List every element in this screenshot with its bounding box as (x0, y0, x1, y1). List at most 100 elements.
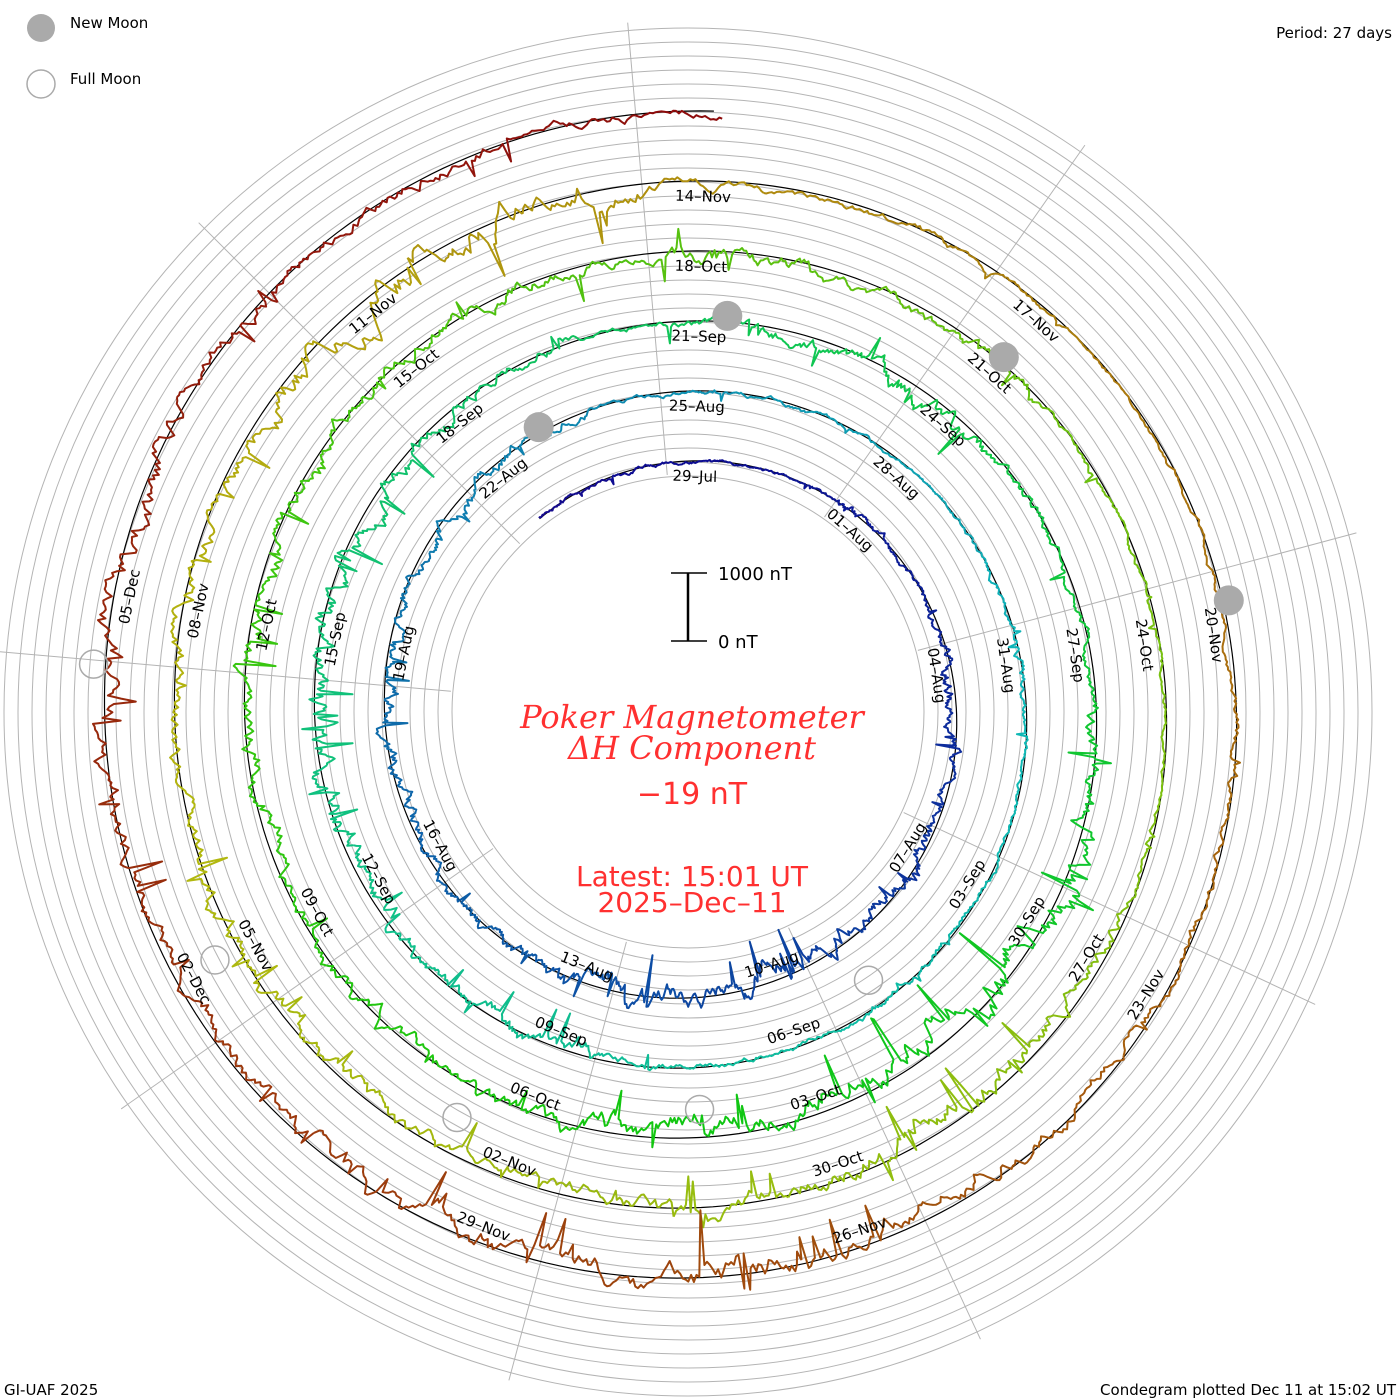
series-segment-day-52 (325, 524, 387, 594)
series-segment-day-114 (994, 272, 1092, 354)
series-segment-day-49 (308, 764, 359, 847)
grid-circle (199, 223, 1177, 1201)
grid-circle (451, 475, 925, 949)
series-segment-day-122 (918, 1148, 1035, 1207)
series-segment-day-98 (561, 1181, 675, 1217)
series-segment-day-32 (806, 410, 877, 445)
series-segment-day-18 (547, 966, 618, 998)
series-segment-day-124 (671, 1209, 803, 1291)
series-segment-day-72 (482, 1088, 577, 1133)
series-segment-day-13 (861, 883, 907, 933)
series-segment-day-40 (902, 925, 960, 986)
series-segment-day-136 (376, 146, 502, 208)
grid-circle (381, 405, 995, 1019)
series-segment-day-27 (472, 442, 525, 498)
series-segment-day-14 (792, 927, 864, 963)
series-layer (92, 109, 1241, 1291)
latest-date: 2025–Dec–11 (597, 886, 786, 919)
series-segment-day-92 (1119, 808, 1160, 914)
grid-circle (101, 125, 1275, 1299)
series-segment-day-78 (232, 575, 284, 674)
series-segment-day-110 (521, 187, 644, 245)
date-label: 06–Sep (765, 1014, 823, 1048)
series-segment-day-19 (495, 927, 549, 974)
series-segment-day-16 (679, 961, 749, 1009)
grid-circle (87, 111, 1289, 1313)
full-moon-marker (78, 649, 109, 679)
date-label: 09–Sep (532, 1013, 590, 1050)
date-label: 21–Sep (671, 327, 726, 347)
date-label: 18–Oct (674, 257, 727, 277)
series-segment-day-50 (301, 679, 354, 766)
series-segment-day-79 (268, 478, 311, 577)
series-segment-day-84 (648, 227, 755, 283)
grid-circle (269, 293, 1107, 1131)
date-label: 06–Oct (508, 1078, 564, 1114)
series-segment-day-25 (399, 552, 432, 618)
grid-circle (129, 153, 1247, 1271)
series-segment-day-21 (413, 820, 444, 885)
series-segment-day-107 (247, 340, 321, 444)
series-segment-day-75 (278, 873, 328, 967)
series-segment-day-86 (855, 285, 955, 333)
legend-new-moon: New Moon (70, 14, 148, 32)
series-segment-day-117 (1211, 570, 1236, 697)
series-segment-day-46 (446, 969, 516, 1034)
series-segment-day-71 (575, 1089, 678, 1149)
full-moon-marker (853, 965, 884, 996)
grid-circle (17, 41, 1359, 1383)
full-moon-marker (684, 1094, 715, 1125)
series-segment-day-9 (939, 643, 954, 706)
series-segment-day-81 (371, 322, 449, 398)
series-segment-day-17 (615, 954, 681, 1010)
grid-circle (59, 83, 1317, 1341)
series-segment-day-67 (916, 932, 1009, 1027)
full-moon-marker (442, 1102, 472, 1133)
series-segment-day-111 (641, 176, 765, 198)
series-segment-day-41 (836, 982, 904, 1033)
grid-layer (0, 22, 1373, 1397)
date-label: 02–Dec (173, 950, 215, 1008)
series-segment-day-0 (538, 503, 561, 519)
baseline-path (103, 110, 1238, 1279)
series-segment-day-103 (179, 785, 228, 904)
series-segment-day-88 (1035, 401, 1104, 489)
grid-circle (409, 433, 967, 991)
series-segment-day-1 (559, 477, 612, 506)
series-segment-day-102 (204, 902, 279, 1001)
series-segment-day-31 (734, 391, 807, 414)
series-segment-day-113 (883, 216, 995, 280)
series-segment-day-125 (544, 1218, 674, 1290)
series-segment-day-62 (1040, 520, 1077, 609)
series-segment-day-73 (402, 1030, 484, 1097)
moon-markers (78, 300, 1244, 1133)
series-segment-day-137 (499, 114, 636, 163)
series-segment-day-123 (798, 1204, 920, 1269)
series-segment-day-24 (384, 615, 410, 688)
series-segment-day-106 (201, 440, 271, 553)
date-label: 29–Jul (672, 467, 717, 486)
series-segment-day-4 (724, 460, 783, 476)
date-label: 01–Aug (823, 505, 877, 556)
series-segment-day-133 (138, 397, 185, 532)
scale-top-label: 1000 nT (718, 564, 793, 585)
series-segment-day-44 (595, 1052, 679, 1072)
date-label: 15–Oct (390, 345, 442, 392)
date-label: 13–Aug (558, 948, 617, 985)
series-segment-day-33 (874, 443, 936, 493)
grid-circle (241, 265, 1135, 1159)
series-segment-day-51 (312, 592, 337, 682)
baseline-spiral (103, 110, 1238, 1279)
series-segment-day-82 (446, 281, 547, 324)
date-label: 14–Nov (675, 187, 731, 207)
grid-circle (311, 335, 1065, 1089)
grid-circle (325, 349, 1051, 1075)
series-segment-day-11 (929, 766, 957, 827)
series-segment-day-112 (763, 190, 886, 218)
grid-circle (143, 167, 1233, 1257)
series-segment-day-15 (746, 928, 805, 1001)
series-segment-day-108 (319, 257, 422, 354)
grid-spoke (917, 532, 1357, 651)
series-segment-day-135 (270, 206, 378, 303)
